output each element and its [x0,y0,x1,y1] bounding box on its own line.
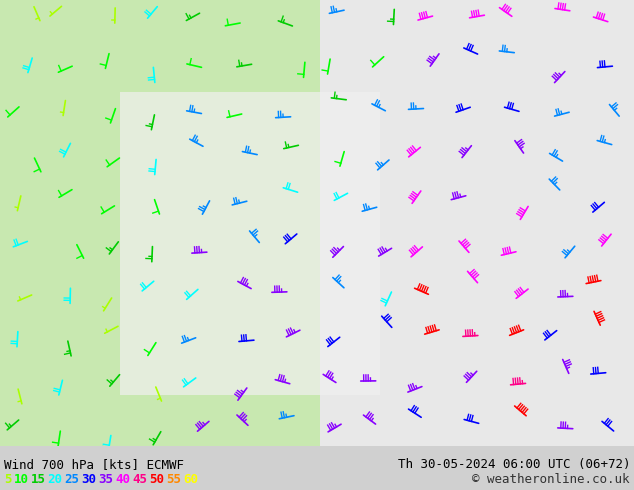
Text: 25: 25 [65,473,79,487]
Text: Th 30-05-2024 06:00 UTC (06+72): Th 30-05-2024 06:00 UTC (06+72) [398,458,630,471]
Text: 15: 15 [30,473,46,487]
Text: © weatheronline.co.uk: © weatheronline.co.uk [472,473,630,487]
Text: 40: 40 [115,473,131,487]
Bar [120,92,380,395]
Text: 30: 30 [82,473,96,487]
Text: 10: 10 [13,473,29,487]
Text: Wind 700 hPa [kts] ECMWF: Wind 700 hPa [kts] ECMWF [4,458,184,471]
Text: 60: 60 [183,473,198,487]
Text: 50: 50 [150,473,164,487]
Text: 45: 45 [133,473,148,487]
Bar [320,0,634,446]
Bar [0,0,320,446]
Text: 55: 55 [167,473,181,487]
Text: 35: 35 [98,473,113,487]
Text: 5: 5 [4,473,11,487]
Text: 20: 20 [48,473,63,487]
